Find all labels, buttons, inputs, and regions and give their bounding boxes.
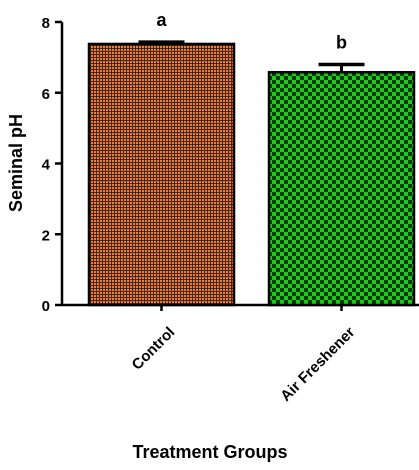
significance-label: b xyxy=(336,32,347,52)
bar xyxy=(267,70,416,307)
x-axis: Control Air Freshener Treatment Groups xyxy=(62,303,419,462)
y-axis: 0 2 4 6 8 Seminal pH xyxy=(6,15,64,315)
y-tick-label: 0 xyxy=(42,298,50,315)
y-axis-label: Seminal pH xyxy=(6,114,26,212)
x-axis-label: Treatment Groups xyxy=(132,442,287,462)
x-tick-label: Air Freshener xyxy=(277,324,358,405)
bar xyxy=(87,42,236,307)
y-tick-label: 4 xyxy=(42,157,51,174)
y-tick-label: 8 xyxy=(42,15,50,32)
x-tick-label: Control xyxy=(129,324,179,374)
plot-area: ab xyxy=(87,10,416,307)
significance-label: a xyxy=(156,10,167,30)
y-tick-label: 2 xyxy=(42,227,50,244)
y-tick-label: 6 xyxy=(42,86,50,103)
